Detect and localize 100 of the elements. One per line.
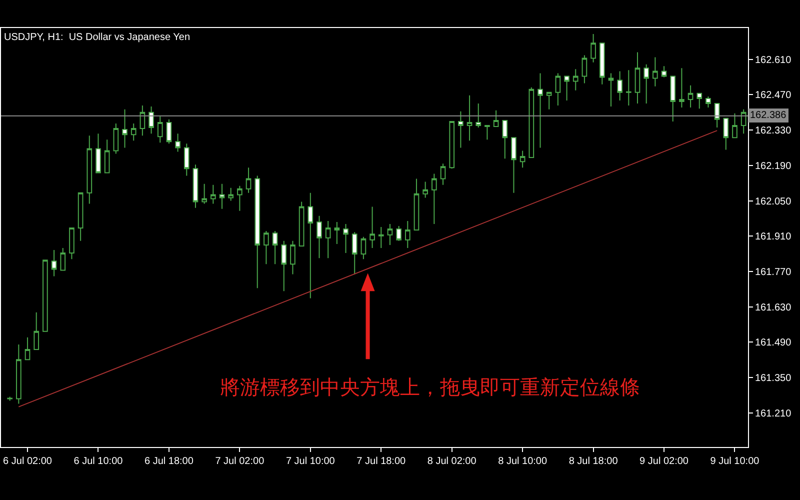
candlestick <box>511 137 516 194</box>
candlestick <box>157 116 163 144</box>
candlestick <box>228 187 234 202</box>
y-tick-label: 162.330 <box>755 126 792 137</box>
y-tick-label: 161.350 <box>755 373 792 384</box>
candlestick <box>166 118 172 144</box>
candlestick <box>140 105 146 136</box>
y-tick-label: 161.630 <box>755 302 792 314</box>
candlestick <box>210 184 216 204</box>
candlestick <box>582 54 588 84</box>
candlestick <box>298 201 304 246</box>
candlestick <box>414 178 420 231</box>
candlestick <box>546 92 552 110</box>
y-tick-label: 162.470 <box>755 90 792 102</box>
x-tick-label: 8 Jul 10:00 <box>498 456 548 467</box>
candlestick <box>422 181 428 198</box>
candlestick <box>538 72 543 148</box>
candlestick <box>334 221 340 244</box>
candlestick <box>608 72 614 108</box>
candlestick <box>290 240 296 275</box>
candlestick <box>184 143 190 176</box>
candlestick <box>714 103 720 128</box>
candlestick <box>192 164 198 208</box>
candlestick <box>254 175 260 289</box>
candlestick <box>202 183 207 204</box>
candlestick <box>130 122 136 142</box>
candlestick <box>661 66 667 78</box>
candlestick <box>396 226 402 242</box>
candlestick <box>476 103 482 128</box>
candlestick <box>466 94 472 142</box>
candlestick <box>484 124 490 140</box>
candlestick <box>69 228 74 260</box>
x-tick-label: 6 Jul 18:00 <box>144 456 194 467</box>
x-tick-label: 6 Jul 10:00 <box>74 456 124 467</box>
candlestick <box>555 72 561 106</box>
candlestick <box>706 96 711 108</box>
y-tick-label: 161.210 <box>755 408 792 420</box>
candlestick <box>60 247 66 271</box>
y-tick-label: 161.490 <box>755 338 792 349</box>
candlestick <box>723 118 729 150</box>
candlestick <box>626 70 632 106</box>
candlestick <box>360 236 366 260</box>
candlestick <box>343 223 348 254</box>
candlestick <box>670 76 676 122</box>
x-tick-label: 7 Jul 02:00 <box>215 456 265 467</box>
candlestick <box>404 220 410 248</box>
candlestick <box>696 92 702 110</box>
candlestick <box>634 52 640 104</box>
candlestick <box>599 42 605 85</box>
y-tick-label: 162.610 <box>755 54 792 66</box>
candlestick <box>7 396 13 402</box>
candlestick <box>493 110 499 127</box>
candlestick <box>175 133 180 152</box>
candlestick <box>148 106 154 134</box>
candlestick <box>237 185 242 212</box>
y-tick-label: 162.190 <box>755 160 792 172</box>
candlestick <box>432 173 437 224</box>
x-tick-label: 9 Jul 10:00 <box>710 456 760 467</box>
candlestick <box>590 34 596 63</box>
candlestick <box>113 122 119 154</box>
x-tick-label: 8 Jul 02:00 <box>427 456 477 467</box>
candlestick <box>449 120 455 170</box>
candlestick <box>122 108 128 148</box>
ref-line-label: 162.386 <box>750 110 787 121</box>
candlestick <box>272 230 278 265</box>
candlestick <box>458 110 464 148</box>
candlestick <box>264 230 269 265</box>
x-tick-label: 6 Jul 02:00 <box>3 456 52 467</box>
candlestick <box>42 260 48 332</box>
y-tick-label: 162.050 <box>755 196 792 208</box>
x-tick-label: 9 Jul 02:00 <box>640 456 689 467</box>
candlestick <box>688 84 694 108</box>
candlestick <box>86 135 92 204</box>
candlestick <box>740 108 746 134</box>
candlestick <box>24 336 30 360</box>
candlestick <box>564 76 570 101</box>
candlestick <box>219 183 225 210</box>
candlestick <box>502 120 508 160</box>
y-tick-label: 161.910 <box>755 232 792 243</box>
candlestick <box>34 312 40 350</box>
candlestick <box>520 150 526 168</box>
candlestick <box>652 56 658 87</box>
candlestick <box>617 70 622 101</box>
candlestick <box>528 86 534 158</box>
candlestick <box>440 163 446 186</box>
x-tick-label: 7 Jul 10:00 <box>286 456 336 467</box>
candlestick <box>387 223 393 246</box>
candlestick <box>679 68 684 108</box>
candlestick <box>51 250 57 277</box>
y-tick-label: 161.770 <box>755 266 792 278</box>
candlestick <box>572 68 578 91</box>
chart-title: USDJPY, H1: US Dollar vs Japanese Yen <box>4 32 190 43</box>
candlestick <box>352 232 358 275</box>
candlestick <box>16 344 22 404</box>
candlestick <box>644 64 649 104</box>
candlestick <box>78 192 84 242</box>
candlestick <box>96 133 101 174</box>
candlestick <box>378 226 384 248</box>
candlestick <box>370 206 375 248</box>
candlestick <box>316 215 322 259</box>
